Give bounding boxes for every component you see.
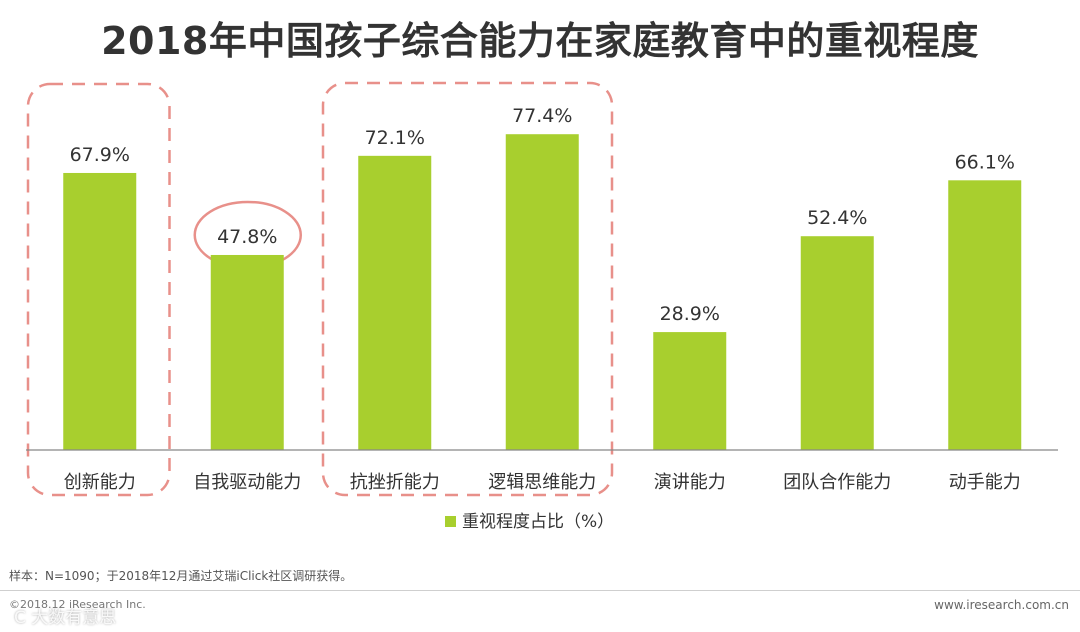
highlight-layer <box>26 81 614 497</box>
bar-5 <box>653 332 727 450</box>
data-label-6: 52.4% <box>807 207 867 229</box>
data-label-7: 66.1% <box>955 151 1015 173</box>
legend-swatch <box>445 516 456 527</box>
bar-7 <box>948 180 1022 450</box>
category-label-6: 团队合作能力 <box>783 472 891 493</box>
category-label-4: 逻辑思维能力 <box>488 472 596 493</box>
footer-divider <box>0 590 1080 591</box>
bar-2 <box>210 254 284 450</box>
category-label-7: 动手能力 <box>949 472 1021 493</box>
legend-label: 重视程度占比（%） <box>462 512 614 532</box>
labels-layer: 67.9% 创新能力 47.8% 自我驱动能力 72.1% 抗挫折能力 77.4% 逻辑思维能… <box>64 105 1021 493</box>
website-link[interactable]: www.iresearch.com.cn <box>934 598 1069 612</box>
watermark: C 大数有意思 <box>14 608 117 628</box>
data-label-1: 67.9% <box>70 144 130 166</box>
copyright: ©2018.12 iResearch Inc. <box>9 598 146 611</box>
footnote: 样本：N=1090；于2018年12月通过艾瑞iClick社区调研获得。 <box>9 569 353 583</box>
data-label-2: 47.8% <box>217 226 277 248</box>
bar-4 <box>505 134 579 450</box>
bar-1 <box>63 172 137 450</box>
data-label-5: 28.9% <box>660 303 720 325</box>
data-label-4: 77.4% <box>512 105 572 127</box>
data-label-3: 72.1% <box>365 127 425 149</box>
bar-chart: 67.9% 创新能力 47.8% 自我驱动能力 72.1% 抗挫折能力 77.4% 逻辑思维能… <box>26 81 1058 532</box>
dashed-highlight-2 <box>321 81 614 497</box>
bar-6 <box>800 236 874 450</box>
legend: 重视程度占比（%） <box>445 512 614 532</box>
bar-3 <box>358 155 432 450</box>
category-label-3: 抗挫折能力 <box>350 472 440 493</box>
bars-layer <box>63 134 1022 450</box>
chart-title: 2018年中国孩子综合能力在家庭教育中的重视程度 <box>101 19 979 63</box>
category-label-5: 演讲能力 <box>654 472 726 493</box>
category-label-1: 创新能力 <box>64 472 136 493</box>
category-label-2: 自我驱动能力 <box>193 472 301 493</box>
dashed-highlight-1 <box>26 82 171 497</box>
